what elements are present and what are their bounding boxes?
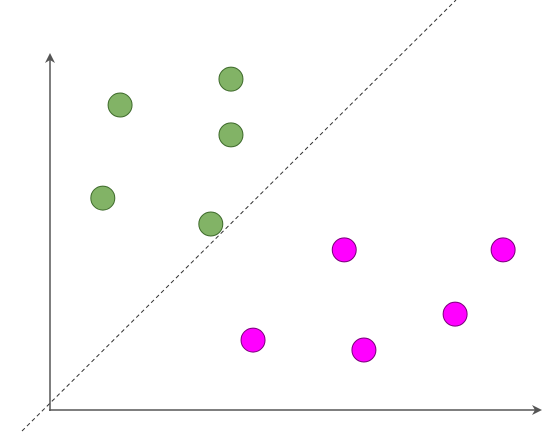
decision-boundary: [21, 0, 457, 432]
point: [90, 185, 116, 211]
point: [198, 211, 224, 237]
point: [240, 327, 266, 353]
point: [218, 122, 244, 148]
points: [90, 66, 516, 363]
point: [331, 237, 357, 263]
point: [490, 237, 516, 263]
point: [107, 92, 133, 118]
point: [351, 337, 377, 363]
point: [218, 66, 244, 92]
point: [442, 301, 468, 327]
